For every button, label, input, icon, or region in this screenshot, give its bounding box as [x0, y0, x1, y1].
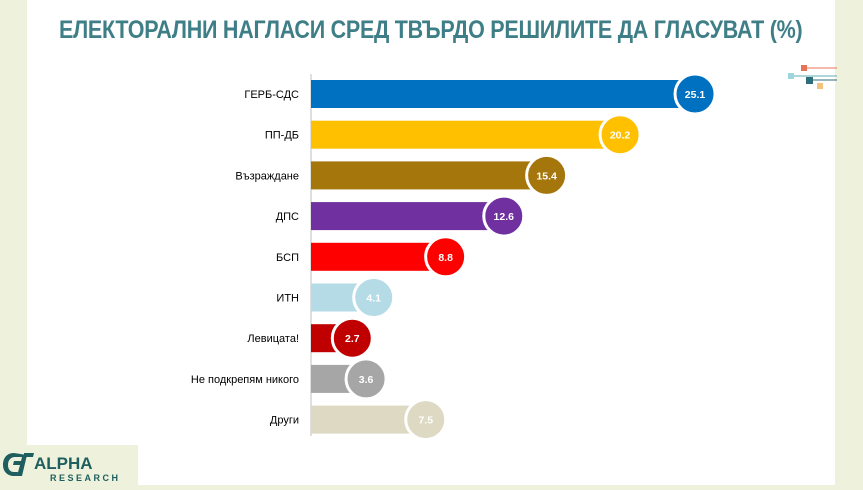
data-label-5: 4.1: [366, 293, 381, 305]
category-label-0: ГЕРБ-СДС: [244, 89, 299, 101]
category-label-8: Други: [270, 415, 299, 427]
alpha-research-logo: ALPHA RESEARCH: [0, 445, 138, 485]
category-label-7: Не подкрепям никого: [191, 374, 299, 386]
bar-1: [311, 120, 621, 149]
data-label-1: 20.2: [610, 130, 631, 142]
category-label-5: ИТН: [276, 293, 299, 305]
value-bubble-2: [525, 153, 569, 197]
value-bubble-0: [673, 72, 717, 116]
value-bubble-6: [330, 316, 374, 360]
data-label-2: 15.4: [536, 170, 557, 182]
category-label-2: Възраждане: [235, 170, 299, 182]
data-label-4: 8.8: [438, 252, 453, 264]
data-label-7: 3.6: [359, 374, 374, 386]
data-label-3: 12.6: [494, 211, 515, 223]
bar-3: [311, 202, 504, 231]
bar-0: [311, 80, 696, 108]
value-bubble-5: [352, 276, 396, 319]
decorative-squares-icon: [788, 65, 837, 89]
logo-subtitle: RESEARCH: [50, 473, 121, 483]
bar-4: [311, 242, 446, 271]
value-bubble-1: [598, 113, 642, 157]
category-label-6: Левицата!: [247, 333, 299, 345]
value-bubble-8: [404, 398, 448, 442]
data-label-6: 2.7: [345, 333, 360, 345]
category-label-3: ДПС: [276, 211, 299, 223]
category-label-4: БСП: [276, 252, 299, 264]
bar-2: [311, 161, 547, 190]
data-label-0: 25.1: [685, 89, 706, 101]
value-bubble-4: [424, 235, 468, 279]
logo-name: ALPHA: [34, 454, 93, 473]
value-bubble-7: [344, 357, 388, 401]
chart-title: ЕЛЕКТОРАЛНИ НАГЛАСИ СРЕД ТВЪРДО РЕШИЛИТЕ…: [59, 16, 803, 44]
value-bubble-3: [482, 194, 526, 238]
category-label-1: ПП-ДБ: [265, 130, 299, 142]
data-label-8: 7.5: [418, 415, 433, 427]
